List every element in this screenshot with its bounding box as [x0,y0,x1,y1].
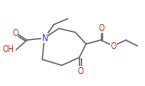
Text: O: O [99,24,105,33]
Text: O: O [12,29,18,38]
Text: OH: OH [3,45,14,54]
Text: O: O [77,67,83,76]
Text: O: O [110,42,116,51]
Text: N: N [41,34,47,43]
